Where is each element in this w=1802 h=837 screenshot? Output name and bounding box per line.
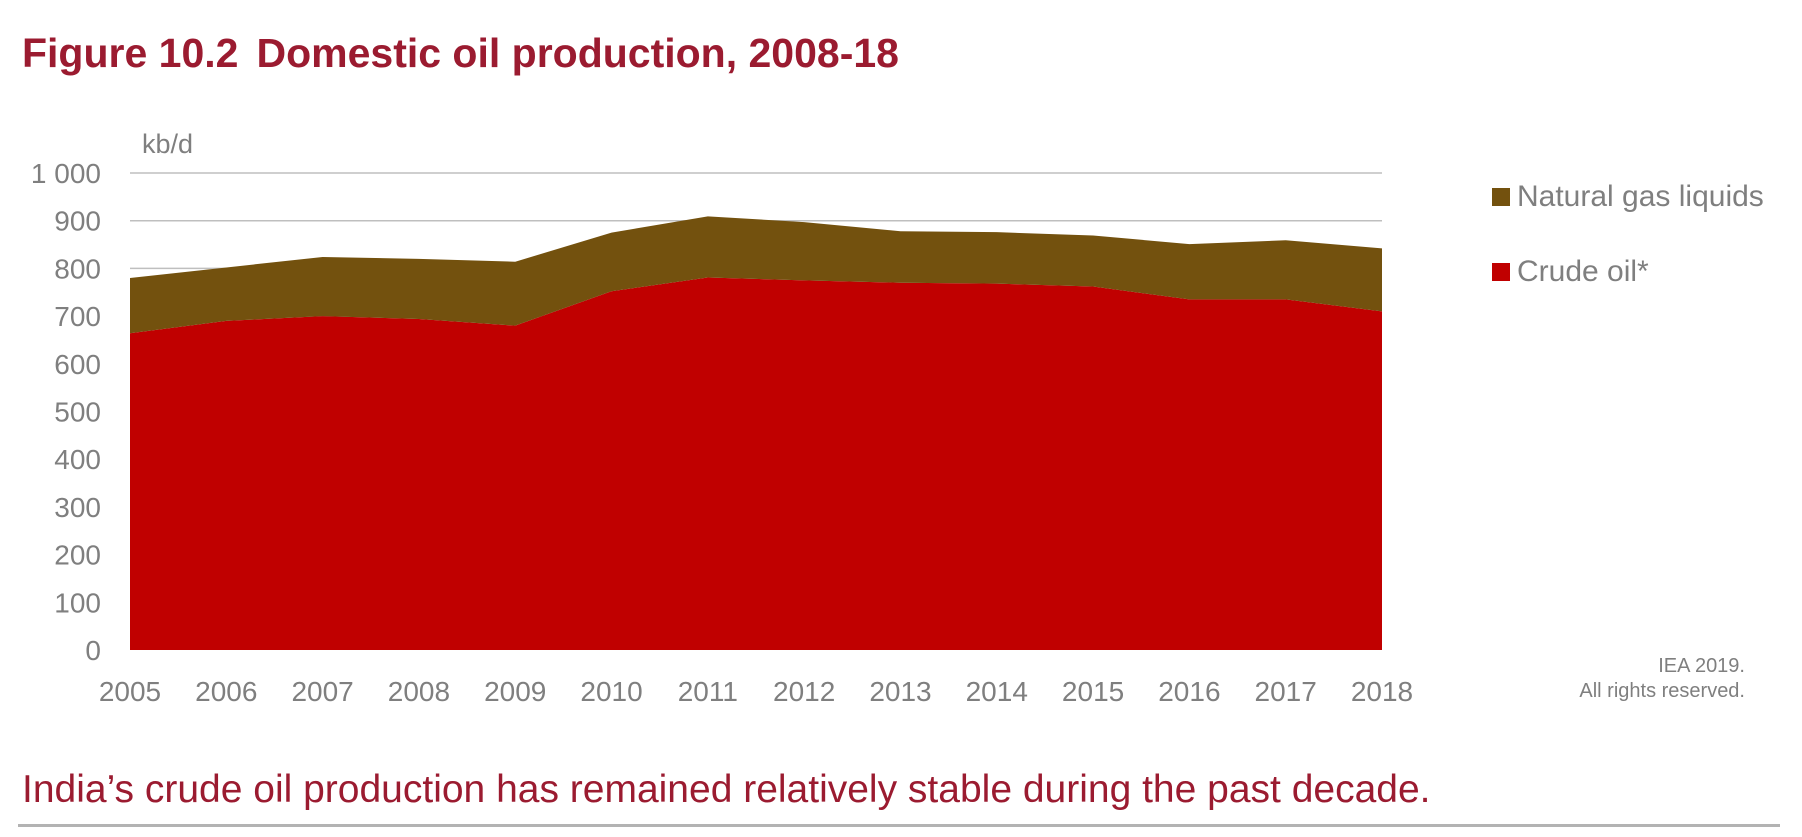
y-tick-label: 700 xyxy=(54,301,101,332)
y-tick-label: 200 xyxy=(54,540,101,571)
copyright-line-1: IEA 2019. xyxy=(1658,655,1745,677)
area-crude-oil xyxy=(130,277,1382,650)
y-axis-unit-label: kb/d xyxy=(142,129,193,159)
y-tick-label: 500 xyxy=(54,397,101,428)
y-tick-label: 400 xyxy=(54,444,101,475)
copyright-line-2: All rights reserved. xyxy=(1579,680,1745,702)
bottom-divider xyxy=(18,824,1780,827)
x-tick-label: 2008 xyxy=(388,676,450,707)
x-tick-label: 2016 xyxy=(1158,676,1220,707)
x-tick-label: 2012 xyxy=(773,676,835,707)
y-tick-label: 800 xyxy=(54,253,101,284)
legend-label-natural-gas-liquids: Natural gas liquids xyxy=(1517,180,1764,213)
y-tick-label: 900 xyxy=(54,206,101,237)
plot-areas xyxy=(130,216,1382,650)
x-tick-label: 2007 xyxy=(291,676,353,707)
y-tick-label: 100 xyxy=(54,587,101,618)
x-tick-label: 2011 xyxy=(678,676,738,707)
x-tick-label: 2018 xyxy=(1351,676,1413,707)
x-tick-label: 2005 xyxy=(99,676,161,707)
copyright-notice: IEA 2019. All rights reserved. xyxy=(1400,654,1745,704)
x-tick-label: 2009 xyxy=(484,676,546,707)
y-tick-label: 300 xyxy=(54,492,101,523)
x-tick-label: 2014 xyxy=(966,676,1028,707)
y-tick-label: 1 000 xyxy=(31,158,101,189)
legend-label-crude-oil: Crude oil* xyxy=(1517,255,1649,288)
x-axis-ticks: 2005 2006 2007 2008 2009 2010 2011 2012 2013 2014… xyxy=(99,676,1413,707)
figure-caption: India’s crude oil production has remaine… xyxy=(22,768,1431,811)
legend-swatch-crude-oil xyxy=(1492,263,1510,281)
x-tick-label: 2015 xyxy=(1062,676,1124,707)
x-tick-label: 2013 xyxy=(869,676,931,707)
y-axis-ticks: 0 100 200 300 400 500 600 700 800 900 1 000 xyxy=(31,158,101,666)
y-tick-label: 600 xyxy=(54,349,101,380)
legend-swatch-natural-gas-liquids xyxy=(1492,188,1510,206)
figure-number: Figure 10.2 xyxy=(22,30,239,76)
x-tick-label: 2017 xyxy=(1255,676,1317,707)
figure-title-text: Domestic oil production, 2008-18 xyxy=(256,30,899,76)
legend: Natural gas liquids Crude oil* xyxy=(1492,180,1764,288)
x-tick-label: 2010 xyxy=(580,676,642,707)
y-tick-label: 0 xyxy=(85,635,101,666)
area-natural-gas-liquids xyxy=(130,216,1382,334)
x-tick-label: 2006 xyxy=(195,676,257,707)
figure-title: Figure 10.2 Domestic oil production, 2008… xyxy=(22,30,899,77)
